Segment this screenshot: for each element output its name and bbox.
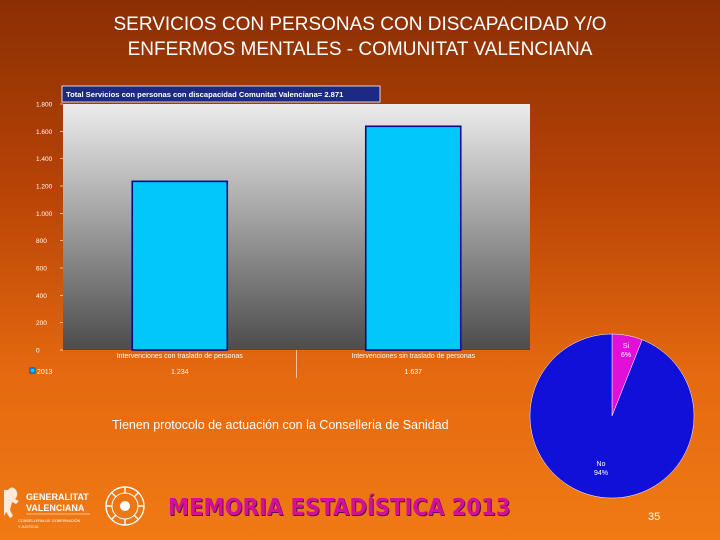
y-tick-label: 0 [36, 348, 40, 355]
slide-title-line-1: SERVICIOS CON PERSONAS CON DISCAPACIDAD … [113, 14, 607, 35]
y-tick-label: 1.400 [36, 156, 53, 163]
data-table-value: 1.637 [404, 369, 422, 376]
y-tick-label: 1.200 [36, 184, 53, 191]
y-tick-label: 1.800 [36, 102, 53, 109]
slide-title-line-2: ENFERMOS MENTALES - COMUNITAT VALENCIANA [127, 39, 593, 60]
pie-percent-label: 6% [621, 352, 631, 359]
pie-percent-label: 94% [594, 470, 608, 477]
data-table-value: 1.234 [171, 369, 189, 376]
y-tick-label: 1.000 [36, 211, 53, 218]
svg-text:VALENCIANA: VALENCIANA [26, 503, 85, 513]
bar-chart: 0 200 400 600 800 1.000 1.200 1.400 1.600 1.800 In… [29, 102, 476, 378]
legend-series-name: 2013 [37, 369, 53, 376]
report-footer-title: MEMORIA ESTADÍSTICA 2013 [168, 495, 511, 521]
y-tick-label: 800 [36, 238, 47, 245]
svg-text:GENERALITAT: GENERALITAT [26, 492, 89, 502]
seal-icon [105, 486, 145, 526]
page-number: 35 [648, 511, 661, 523]
legend-swatch [29, 367, 36, 374]
bar-chart-title-box [61, 85, 381, 103]
slide-title: SERVICIOS CON PERSONAS CON DISCAPACIDAD … [40, 12, 680, 62]
pie-category-label: Si [623, 343, 630, 350]
y-tick-label: 1.600 [36, 129, 53, 136]
pie-chart: Si 6% No 94% [529, 333, 695, 499]
y-tick-label: 600 [36, 266, 47, 273]
svg-text:CONSELLERIA DE GOBERNACIÓN: CONSELLERIA DE GOBERNACIÓN [18, 518, 81, 523]
bar [131, 180, 229, 351]
emergency-seal-logo [102, 484, 152, 533]
bar-chart-title: Total Servicios con personas con discapa… [66, 90, 344, 99]
y-tick-label: 400 [36, 293, 47, 300]
bar [364, 125, 462, 351]
svg-text:Y JUSTICIA: Y JUSTICIA [18, 525, 39, 529]
x-category-label: Intervenciones sin traslado de personas [351, 353, 475, 360]
x-category-label: Intervenciones con traslado de personas [117, 353, 244, 360]
pie-slice [529, 333, 695, 499]
generalitat-logo-icon: GENERALITAT VALENCIANA CONSELLERIA DE GO… [0, 487, 90, 529]
pie-caption: Tienen protocolo de actuación con la Con… [112, 418, 449, 432]
pie-category-label: No [597, 461, 606, 468]
y-tick-label: 200 [36, 320, 47, 327]
generalitat-logo: GENERALITAT VALENCIANA CONSELLERIA DE GO… [0, 484, 96, 535]
